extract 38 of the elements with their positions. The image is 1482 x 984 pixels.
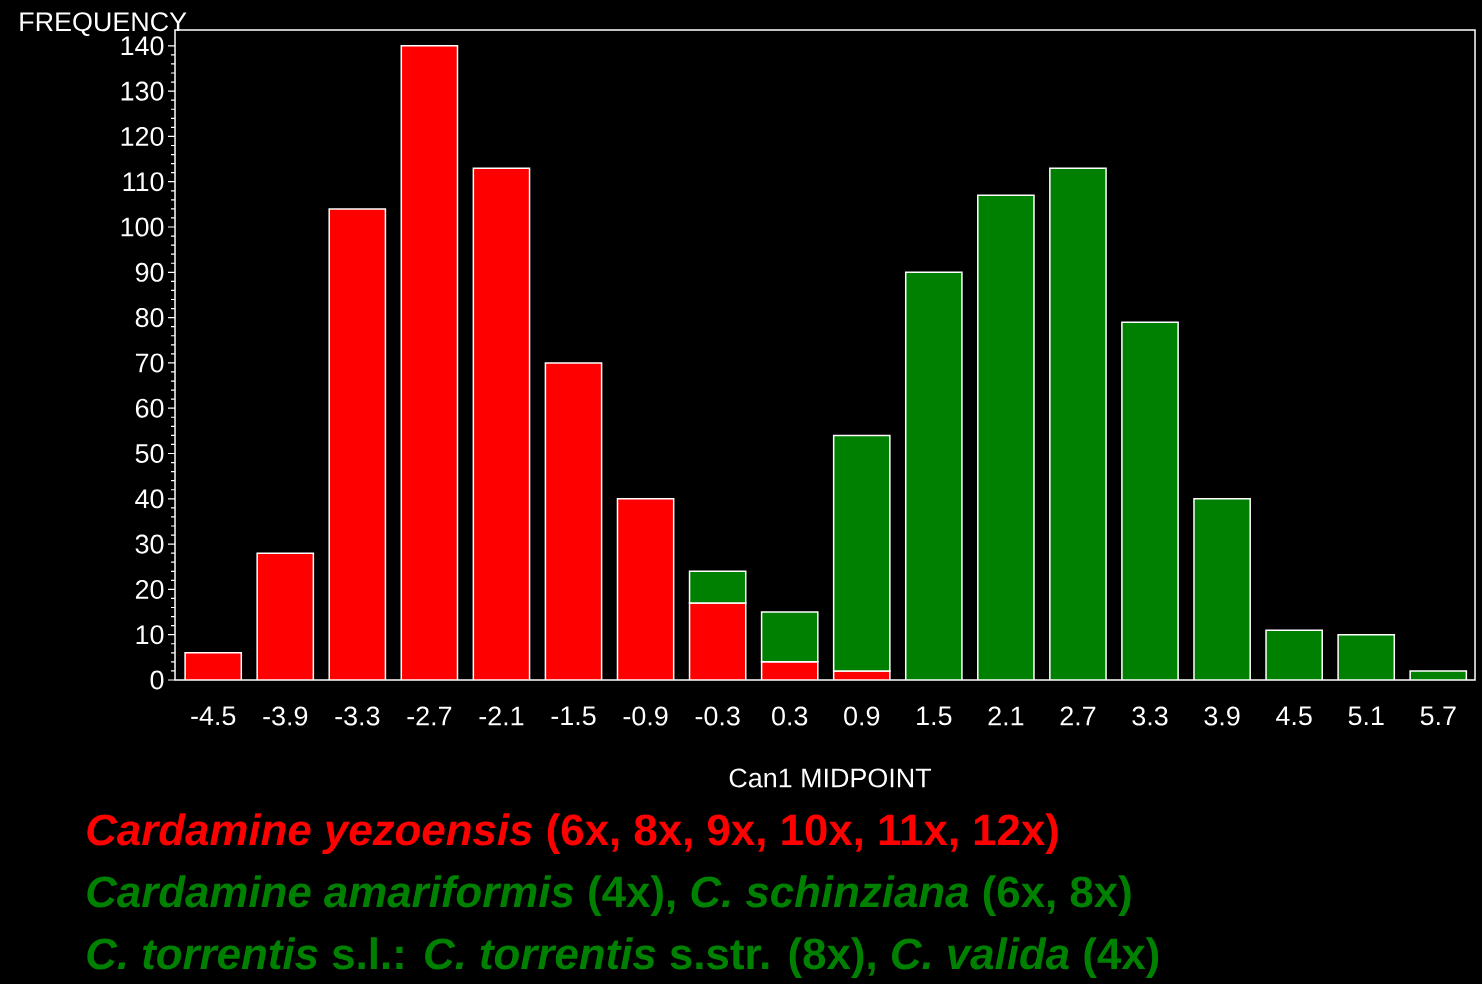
y-tick-label: 40 bbox=[135, 489, 164, 509]
x-tick-label: -4.5 bbox=[191, 706, 236, 726]
x-tick-label: 0.3 bbox=[772, 706, 808, 726]
x-tick-label: 4.5 bbox=[1276, 706, 1312, 726]
x-tick-label: 2.1 bbox=[988, 706, 1024, 726]
x-tick-label: -3.3 bbox=[335, 706, 380, 726]
y-tick-label: 110 bbox=[123, 172, 164, 192]
y-tick-label: 30 bbox=[135, 534, 164, 554]
x-tick-label: 1.5 bbox=[917, 706, 952, 726]
y-tick-label: 10 bbox=[136, 625, 164, 645]
y-tick-label: 50 bbox=[135, 443, 164, 464]
x-tick-label: -3.9 bbox=[263, 706, 308, 726]
text: Cardamine yezoensis (6x, 8x, 9x, 10x, 11x, 12x) bbox=[87, 813, 1058, 855]
y-tick-label: 20 bbox=[135, 579, 164, 599]
x-tick-label: -0.3 bbox=[695, 706, 740, 726]
y-axis-title: FREQUENCY bbox=[20, 12, 187, 37]
x-tick-label: 3.9 bbox=[1204, 706, 1240, 726]
text: Cardamine amariformis (4x), C. schinziana (6x, 8x) bbox=[87, 875, 1131, 917]
y-tick-label: 130 bbox=[121, 81, 164, 101]
x-tick-label: -1.5 bbox=[551, 706, 596, 726]
y-tick-label: 100 bbox=[121, 217, 164, 237]
y-tick-label: 70 bbox=[135, 353, 164, 373]
x-tick-label: 3.3 bbox=[1132, 706, 1168, 726]
x-tick-label: 2.7 bbox=[1060, 706, 1096, 726]
x-tick-label: 5.7 bbox=[1420, 706, 1456, 726]
x-tick-label: 0.9 bbox=[844, 706, 880, 726]
y-tick-label: 90 bbox=[135, 262, 164, 282]
x-tick-label: -0.9 bbox=[623, 706, 668, 726]
y-tick-label: 140 bbox=[121, 36, 164, 56]
x-tick-label: -2.7 bbox=[407, 706, 452, 726]
y-tick-label: 120 bbox=[121, 126, 164, 146]
text: C. torrentis s.l.: C. torrentis s.str. (8x), C. valida (4x) bbox=[87, 937, 1159, 979]
y-tick-label: 80 bbox=[135, 308, 164, 328]
x-tick-label: -2.1 bbox=[479, 706, 524, 726]
y-tick-label: 0 bbox=[150, 670, 164, 690]
y-tick-label: 60 bbox=[135, 398, 164, 418]
x-tick-label: 5.1 bbox=[1348, 706, 1384, 726]
x-axis-title: Can1 MIDPOINT bbox=[729, 768, 931, 788]
